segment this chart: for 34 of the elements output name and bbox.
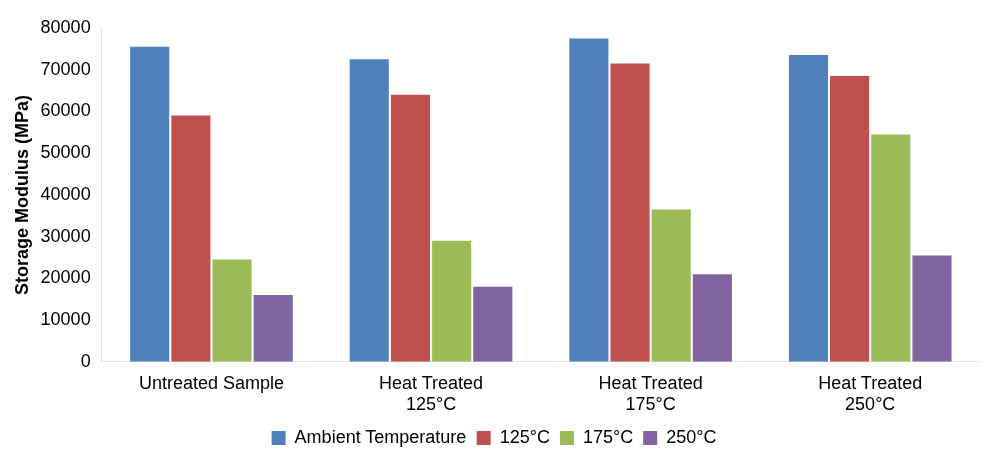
y-tick-label: 20000 (40, 267, 91, 288)
bar (871, 134, 911, 362)
bar (610, 63, 650, 362)
x-tick-label: Heat Treated 250°C (818, 372, 923, 415)
x-tick-label: Heat Treated 175°C (598, 372, 703, 415)
legend-label: 250°C (666, 426, 717, 447)
bar (212, 259, 252, 362)
y-tick-label: 0 (80, 350, 91, 371)
bar (692, 274, 732, 362)
y-tick-label: 70000 (40, 58, 91, 79)
bar (912, 255, 952, 362)
bar (569, 38, 609, 362)
legend-label: 175°C (582, 426, 634, 447)
y-tick-label: 50000 (40, 142, 91, 163)
bar (788, 55, 829, 362)
bar (349, 59, 389, 362)
bar (473, 286, 513, 362)
bar (432, 240, 472, 362)
bar (651, 209, 691, 362)
legend-label: 125°C (499, 426, 550, 447)
x-tick-label: Untreated Sample (138, 372, 284, 393)
bar (253, 295, 293, 362)
legend-label: Ambient Temperature (294, 426, 467, 447)
y-tick-label: 60000 (40, 100, 91, 121)
y-tick-label: 30000 (40, 225, 91, 246)
y-axis-title: Storage Modulus (MPa) (11, 94, 32, 295)
y-tick-label: 10000 (40, 309, 91, 330)
bar (830, 75, 870, 362)
bar (130, 46, 170, 362)
bar (390, 94, 430, 362)
y-tick-label: 40000 (40, 183, 91, 204)
x-tick-label: Heat Treated 125°C (379, 372, 484, 415)
bar (171, 115, 211, 362)
y-tick-label: 80000 (40, 16, 91, 37)
